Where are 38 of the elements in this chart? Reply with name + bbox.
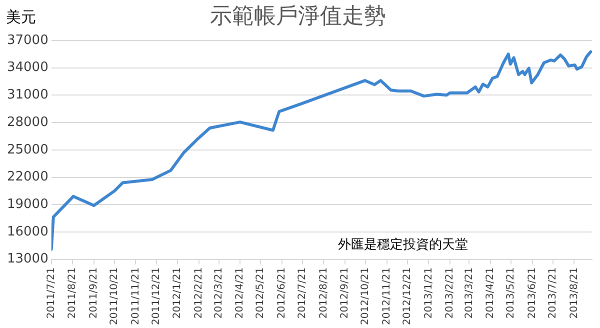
annotation: 外匯是穩定投資的天堂 bbox=[338, 238, 468, 253]
x-tick-label: 2012/8/21 bbox=[318, 267, 330, 319]
x-tick-label: 2012/1/21 bbox=[172, 267, 184, 319]
x-tick-label: 2012/12/21 bbox=[402, 267, 414, 326]
x-tick-label: 2011/12/21 bbox=[150, 267, 162, 326]
y-tick-label: 22000 bbox=[6, 170, 48, 185]
y-tick-label: 37000 bbox=[6, 32, 48, 48]
x-tick-label: 2013/8/21 bbox=[568, 267, 580, 319]
chart-title: 示範帳戶淨值走勢 bbox=[210, 4, 386, 29]
x-tick-label: 2012/7/21 bbox=[297, 267, 308, 319]
x-tick-label: 2012/2/21 bbox=[193, 267, 204, 319]
x-tick-label: 2012/4/21 bbox=[234, 267, 246, 319]
x-tick-label: 2013/1/21 bbox=[423, 267, 434, 319]
y-tick-label: 25000 bbox=[6, 142, 48, 158]
x-tick-label: 2012/10/21 bbox=[360, 267, 372, 326]
y-axis-title: 美元 bbox=[6, 8, 36, 26]
y-tick-label: 13000 bbox=[6, 252, 48, 267]
x-tick-label: 2011/7/21 bbox=[46, 267, 57, 319]
y-tick-label: 19000 bbox=[6, 196, 48, 212]
x-tick-label: 2011/10/21 bbox=[109, 267, 120, 326]
x-tick-label: 2012/6/21 bbox=[276, 267, 288, 319]
y-tick-label: 34000 bbox=[6, 60, 48, 76]
x-tick-label: 2012/9/21 bbox=[340, 267, 351, 319]
x-tick-label: 2013/3/21 bbox=[464, 267, 475, 319]
y-tick-label: 31000 bbox=[6, 88, 48, 103]
x-tick-label: 2011/11/21 bbox=[130, 267, 142, 326]
x-tick-label: 2013/2/21 bbox=[444, 267, 456, 319]
x-tick-label: 2013/5/21 bbox=[506, 267, 517, 319]
y-tick-label: 16000 bbox=[6, 224, 48, 240]
x-tick-label: 2013/4/21 bbox=[485, 267, 496, 319]
x-tick-label: 2013/6/21 bbox=[526, 267, 538, 319]
x-tick-label: 2011/8/21 bbox=[67, 267, 78, 319]
x-tick-label: 2013/7/21 bbox=[547, 267, 558, 319]
x-tick-label: 2012/11/21 bbox=[381, 267, 392, 326]
x-tick-label: 2011/9/21 bbox=[88, 267, 100, 319]
x-tick-label: 2012/5/21 bbox=[255, 267, 266, 319]
y-tick-label: 28000 bbox=[6, 114, 48, 130]
x-tick-label: 2012/3/21 bbox=[213, 267, 224, 319]
